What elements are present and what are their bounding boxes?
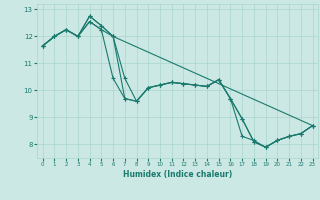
- X-axis label: Humidex (Indice chaleur): Humidex (Indice chaleur): [123, 170, 232, 179]
